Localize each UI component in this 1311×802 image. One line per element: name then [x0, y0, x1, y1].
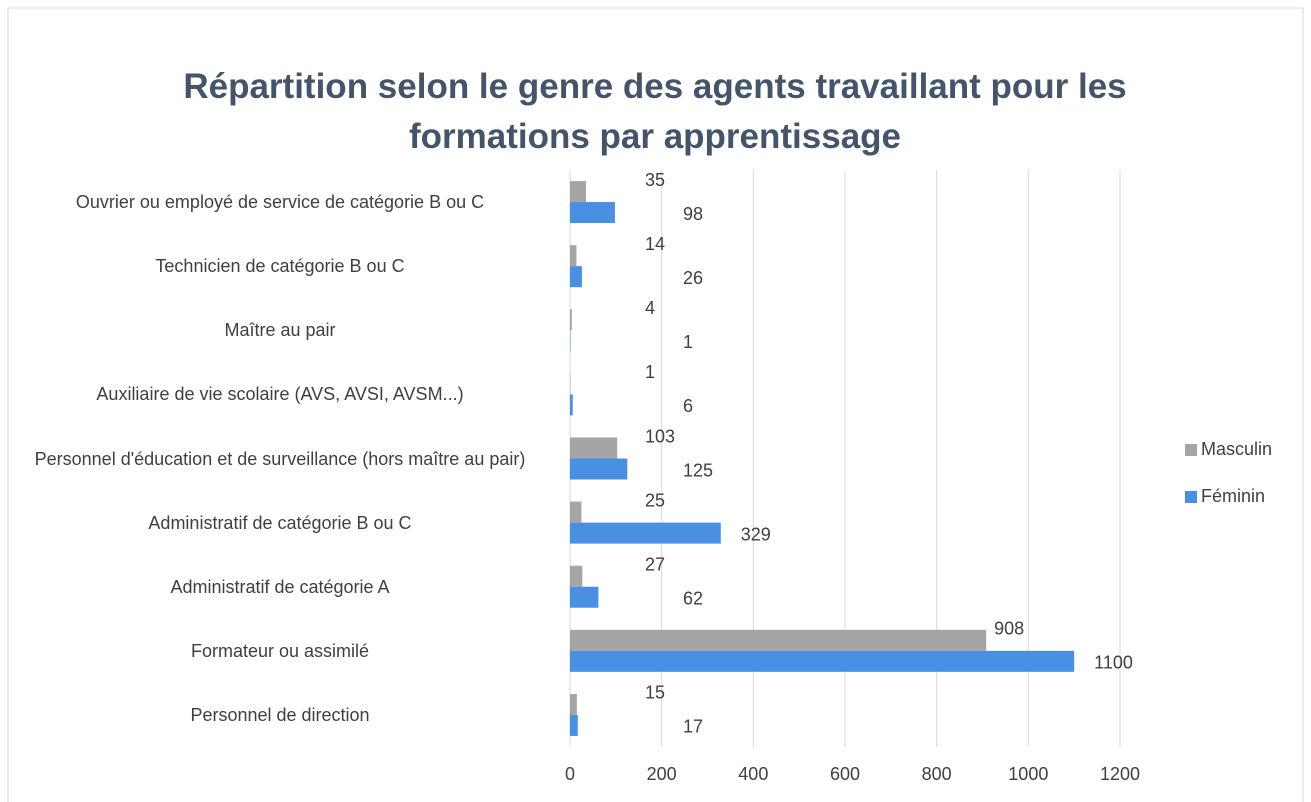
y-tick-label: Personnel de direction — [190, 704, 370, 725]
x-tick-label: 200 — [647, 764, 677, 784]
data-label: 125 — [683, 460, 713, 480]
bar — [570, 650, 1075, 672]
legend-label: Féminin — [1201, 486, 1265, 506]
bar — [570, 586, 599, 608]
data-label: 329 — [741, 524, 771, 544]
legend-label: Masculin — [1201, 439, 1272, 459]
y-tick-label: Administratif de catégorie A — [170, 576, 390, 597]
bar — [570, 266, 582, 288]
bar — [570, 245, 577, 267]
bar — [570, 501, 582, 523]
chart-border — [7, 7, 1304, 802]
bar — [570, 394, 573, 416]
data-label: 17 — [683, 717, 703, 737]
y-tick-label: Auxiliaire de vie scolaire (AVS, AVSI, A… — [96, 384, 464, 405]
data-label: 6 — [683, 396, 693, 416]
x-tick-label: 1000 — [1008, 764, 1048, 784]
data-label: 1 — [683, 332, 693, 352]
y-tick-label: Maître au pair — [224, 320, 336, 341]
y-tick-label: Administratif de catégorie B ou C — [148, 512, 412, 533]
y-tick-label: Ouvrier ou employé de service de catégor… — [75, 192, 485, 213]
data-label: 25 — [645, 490, 665, 510]
data-label: 35 — [645, 170, 665, 190]
data-label: 1 — [645, 362, 655, 382]
bar — [570, 693, 577, 715]
x-tick-label: 400 — [738, 764, 768, 784]
x-tick-label: 800 — [922, 764, 952, 784]
data-label: 27 — [645, 554, 665, 574]
data-label: 14 — [645, 234, 665, 254]
x-tick-label: 1200 — [1100, 764, 1140, 784]
x-tick-label: 0 — [565, 764, 575, 784]
y-tick-label: Personnel d'éducation et de surveillance… — [34, 448, 526, 469]
bar — [570, 565, 583, 587]
bar — [570, 458, 628, 480]
data-label: 62 — [683, 588, 703, 608]
bar — [570, 309, 572, 331]
y-tick-label: Technicien de catégorie B ou C — [155, 256, 405, 277]
chart-title: Répartition selon le genre des agents tr… — [183, 67, 1127, 156]
bar — [570, 629, 987, 651]
bar — [570, 522, 721, 544]
legend-swatch — [1185, 491, 1197, 503]
data-label: 908 — [994, 619, 1024, 639]
bar — [570, 714, 578, 736]
data-label: 98 — [683, 204, 703, 224]
legend-swatch — [1185, 444, 1197, 456]
data-label: 1100 — [1094, 653, 1133, 673]
y-tick-label: Formateur ou assimilé — [190, 640, 370, 661]
data-label: 26 — [683, 268, 703, 288]
x-tick-label: 600 — [830, 764, 860, 784]
data-label: 4 — [645, 298, 655, 318]
data-label: 103 — [645, 426, 675, 446]
bar — [570, 181, 587, 203]
bar — [570, 202, 615, 224]
bar — [570, 437, 618, 459]
data-label: 15 — [645, 683, 665, 703]
